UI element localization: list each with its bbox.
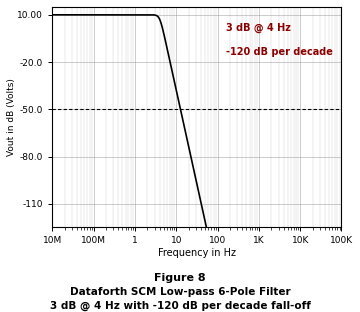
Text: 3 dB @ 4 Hz with -120 dB per decade fall-off: 3 dB @ 4 Hz with -120 dB per decade fall…	[50, 301, 310, 311]
Text: Dataforth SCM Low-pass 6-Pole Filter: Dataforth SCM Low-pass 6-Pole Filter	[70, 287, 290, 297]
Text: Figure 8: Figure 8	[154, 273, 206, 283]
Y-axis label: Vout in dB (Volts): Vout in dB (Volts)	[7, 78, 16, 156]
Text: -120 dB per decade: -120 dB per decade	[226, 46, 333, 57]
X-axis label: Frequency in Hz: Frequency in Hz	[158, 248, 236, 258]
Text: 3 dB @ 4 Hz: 3 dB @ 4 Hz	[226, 22, 291, 33]
